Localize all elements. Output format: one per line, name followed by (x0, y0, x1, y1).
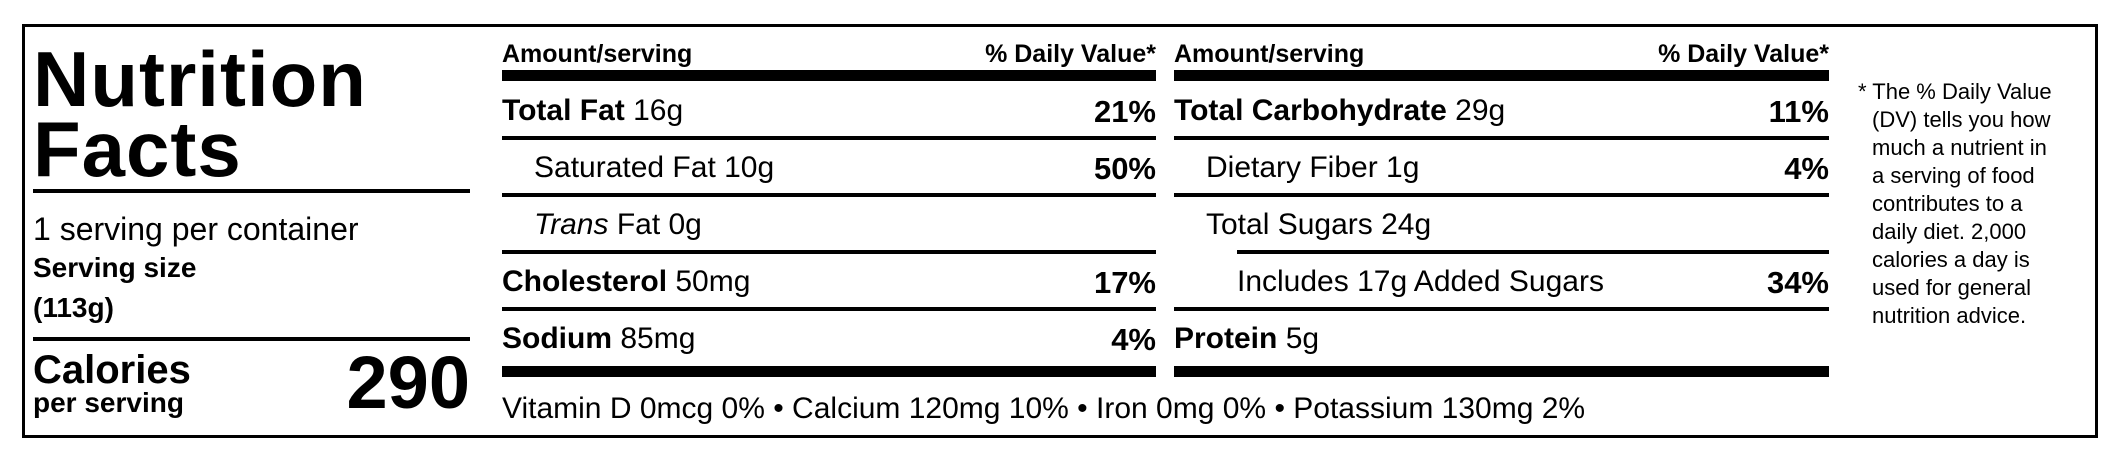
footnote-line: a serving of food (1872, 163, 2035, 188)
serving-size-label: Serving size (33, 252, 197, 283)
calories-label: Calories (33, 348, 191, 392)
divider (33, 189, 470, 193)
row-trans-fat: Trans Fat 0g (534, 210, 702, 240)
nutrient-amount: 16g (633, 94, 684, 127)
serving-size-value: (113g) (33, 292, 114, 323)
divider (502, 136, 1156, 140)
dv-dietary-fiber: 4% (1784, 151, 1829, 186)
divider (1174, 307, 1829, 311)
row-added-sugars: Includes 17g Added Sugars (1237, 265, 1604, 298)
trans-label: Trans (534, 208, 609, 241)
dv-header: % Daily Value* (985, 40, 1156, 68)
divider (1174, 193, 1829, 197)
row-saturated-fat: Saturated Fat 10g (534, 151, 775, 184)
row-protein: Protein 5g (1174, 324, 1319, 354)
vitamins-minerals: Vitamin D 0mcg 0% • Calcium 120mg 10% • … (502, 392, 1586, 425)
dv-saturated-fat: 50% (1093, 151, 1156, 186)
divider (502, 193, 1156, 197)
row-total-carbohydrate: Total Carbohydrate 29g (1174, 96, 1505, 126)
title-facts: Facts (33, 105, 242, 193)
nutrient-amount: 29g (1455, 94, 1506, 127)
dv-header-2: % Daily Value* (1658, 40, 1829, 68)
dv-total-carbohydrate: 11% (1768, 94, 1829, 129)
footnote-line: calories a day is (1872, 247, 2030, 272)
thick-divider (502, 70, 1156, 81)
divider (1237, 250, 1829, 254)
nutrient-amount: 5g (1285, 322, 1320, 355)
row-cholesterol: Cholesterol 50mg (502, 267, 750, 297)
footnote-line: much a nutrient in (1872, 135, 2047, 160)
footnote-line: daily diet. 2,000 (1872, 219, 2027, 244)
nutrient-name: Total Carbohydrate (1174, 94, 1447, 127)
servings-per-container: 1 serving per container (33, 211, 359, 247)
footnote-line: * The % Daily Value (1858, 79, 2052, 104)
nutrient-amount: 50mg (675, 265, 751, 298)
nutrient-name: Sodium (502, 322, 612, 355)
dv-added-sugars: 34% (1766, 265, 1829, 300)
title-nutrition: Nutrition (33, 35, 367, 123)
nutrient-name: Total Fat (502, 94, 625, 127)
footnote: * The % Daily Value (DV) tells you how m… (1858, 78, 2058, 330)
thick-divider (502, 366, 1156, 377)
nutrient-name: Protein (1174, 322, 1278, 355)
calories-per-serving: per serving (33, 387, 184, 418)
row-dietary-fiber: Dietary Fiber 1g (1206, 151, 1420, 184)
nutrient-amount: 85mg (620, 322, 696, 355)
divider (1174, 136, 1829, 140)
divider (502, 307, 1156, 311)
dv-cholesterol: 17% (1093, 265, 1156, 300)
row-total-sugars: Total Sugars 24g (1206, 208, 1432, 241)
dv-total-fat: 21% (1093, 94, 1156, 129)
amount-header: Amount/serving (502, 40, 693, 68)
nutrient-name: Fat 0g (616, 208, 702, 241)
divider (502, 250, 1156, 254)
footnote-line: contributes to a (1872, 191, 2023, 216)
footnote-line: used for general (1872, 275, 2031, 300)
row-total-fat: Total Fat 16g (502, 96, 683, 126)
nutrient-name: Cholesterol (502, 265, 668, 298)
calories-value: 290 (346, 341, 470, 424)
divider (33, 337, 470, 341)
thick-divider (1174, 366, 1829, 377)
footnote-line: (DV) tells you how (1872, 107, 2051, 132)
footnote-line: nutrition advice. (1872, 303, 2027, 328)
thick-divider (1174, 70, 1829, 81)
nutrition-facts-panel (22, 24, 2098, 438)
amount-header-2: Amount/serving (1174, 40, 1365, 68)
row-sodium: Sodium 85mg (502, 324, 695, 354)
dv-sodium: 4% (1111, 322, 1156, 357)
